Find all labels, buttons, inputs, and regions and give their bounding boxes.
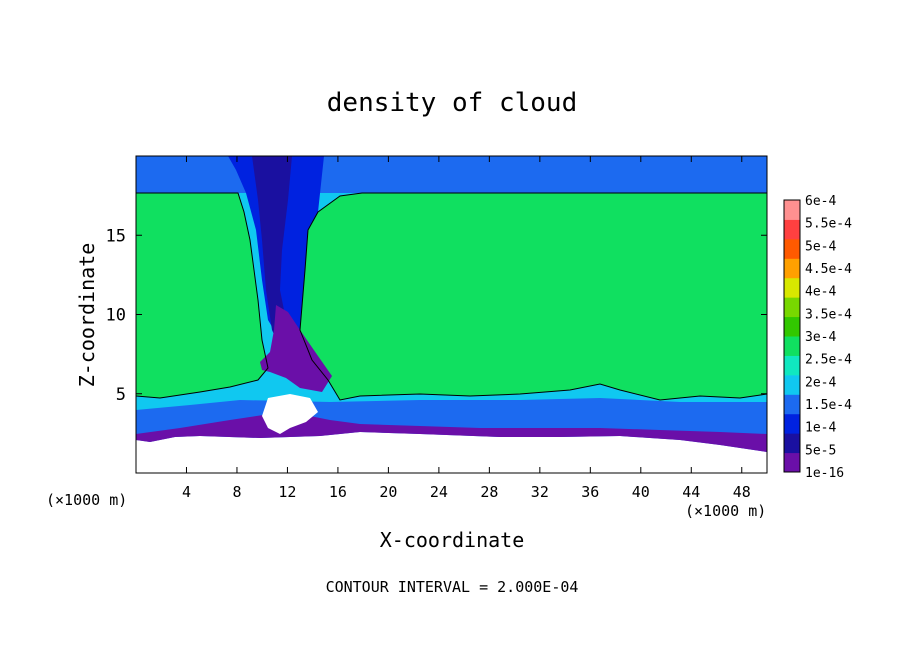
y-axis: 5 10 15: [106, 226, 767, 405]
x-tick-label: 32: [531, 483, 549, 501]
heatmap-cloud-core: [136, 193, 767, 400]
x-tick-label: 40: [632, 483, 650, 501]
colorbar-swatch: [784, 258, 800, 279]
colorbar-label: 5e-5: [805, 443, 836, 458]
colorbar-label: 1e-4: [805, 421, 836, 436]
contour-line-right: [299, 192, 767, 401]
colorbar-label: 1.5e-4: [805, 398, 852, 413]
x-tick-label: 48: [733, 483, 751, 501]
colorbar-swatch: [784, 336, 800, 356]
contour-interval-note: CONTOUR INTERVAL = 2.000E-04: [326, 578, 579, 596]
colorbar-label: 5.5e-4: [805, 217, 852, 232]
x-tick-label: 16: [329, 483, 347, 501]
x-axis: 4 8 12 16 20 24 28 32 36 40 44 48: [182, 156, 751, 501]
x-tick-label: 28: [480, 483, 498, 501]
y-tick-label: 10: [106, 306, 126, 326]
chart-title: density of cloud: [327, 88, 577, 118]
colorbar-swatch: [784, 452, 800, 473]
colorbar-swatch: [784, 355, 800, 376]
x-unit-label-right: (×1000 m): [685, 502, 766, 520]
colorbar-label: 4e-4: [805, 285, 836, 300]
colorbar-swatch: [784, 374, 800, 395]
heatmap-field: [136, 156, 767, 473]
colorbar-label: 1e-16: [805, 466, 844, 481]
colorbar-label: 2.5e-4: [805, 353, 852, 368]
colorbar-swatch: [784, 277, 800, 298]
y-tick-label: 5: [116, 385, 126, 405]
colorbar-frame: [783, 199, 801, 473]
contour-line-upper: [136, 192, 269, 399]
y-axis-label: Z-coordinate: [75, 243, 99, 388]
x-tick-label: 44: [682, 483, 700, 501]
x-tick-label: 24: [430, 483, 448, 501]
colorbar-label: 3.5e-4: [805, 307, 852, 322]
colorbar-swatch: [784, 433, 800, 454]
colorbar-swatch: [784, 219, 800, 240]
x-tick-label: 4: [182, 483, 191, 501]
colorbar-label: 3e-4: [805, 330, 836, 345]
x-unit-label-left: (×1000 m): [46, 491, 127, 509]
heatmap-low-density-region: [260, 305, 332, 392]
colorbar-label: 2e-4: [805, 375, 836, 390]
colorbar-swatch: [784, 297, 800, 318]
colorbar-swatch: [784, 316, 800, 337]
colorbar-label: 4.5e-4: [805, 262, 852, 277]
x-tick-label: 8: [232, 483, 241, 501]
colorbar-swatch: [784, 200, 800, 220]
y-tick-label: 15: [106, 226, 126, 246]
heatmap-clear-air: [136, 441, 767, 473]
heatmap-updraft-core: [252, 156, 316, 370]
heatmap-cloud-top-layer: [136, 156, 767, 193]
colorbar-swatch: [784, 413, 800, 434]
x-tick-label: 20: [379, 483, 397, 501]
x-axis-label: X-coordinate: [380, 528, 525, 552]
colorbar-label: 6e-4: [805, 194, 836, 209]
heatmap-clear-air-pocket: [262, 394, 318, 434]
colorbar-label: 5e-4: [805, 239, 836, 254]
colorbar-swatch: [784, 238, 800, 259]
x-tick-label: 12: [278, 483, 296, 501]
colorbar-swatch: [784, 394, 800, 415]
x-tick-label: 36: [581, 483, 599, 501]
colorbar: 1e-16 5e-5 1e-4 1.5e-4 2e-4 2.5e-4 3e-4 3.5e-4 4…: [783, 194, 852, 481]
